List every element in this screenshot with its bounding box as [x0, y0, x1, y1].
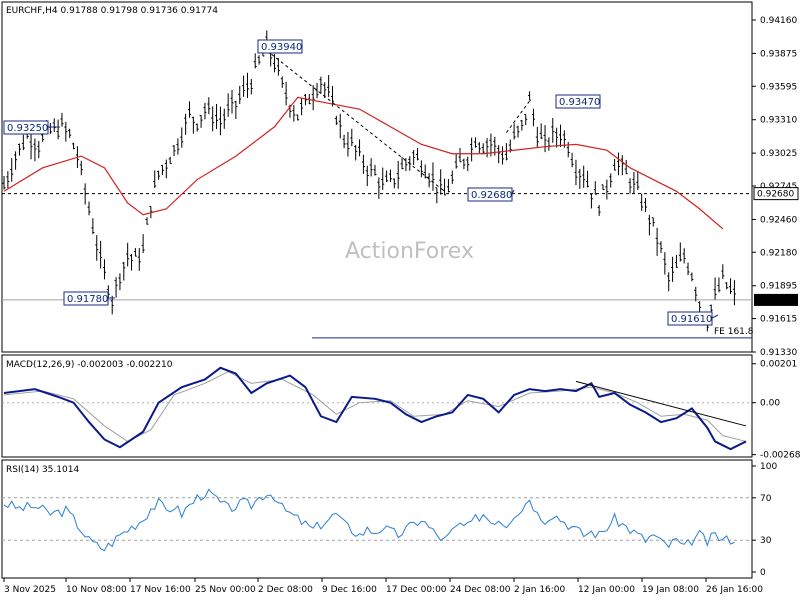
main-y-tick-label: 0.93875: [760, 49, 797, 59]
macd-trendline: [575, 380, 747, 427]
x-tick-label: 19 Jan 08:00: [642, 585, 699, 595]
rsi-panel: [1, 459, 753, 579]
price-annotation-leader: [511, 189, 515, 195]
price-trendline: [505, 100, 530, 133]
x-tick-label: 25 Nov 00:00: [195, 585, 256, 595]
x-tick-label: 12 Jan 00:00: [578, 585, 635, 595]
main-y-tick-label: 0.92180: [760, 248, 797, 258]
current-price-tag-text: 0.91774: [757, 296, 794, 306]
level-tag-text: 0.92680: [757, 190, 794, 200]
x-tick-label: 24 Dec 08:00: [450, 585, 511, 595]
rsi-y-tick-label: 30: [760, 536, 772, 546]
main-y-tick-label: 0.91615: [760, 315, 797, 325]
price-annotation-label: 0.92680: [471, 190, 512, 201]
price-annotation-label: 0.91780: [67, 294, 108, 305]
macd-title: MACD(12,26,9) -0.002003 -0.002210: [6, 360, 173, 370]
main-y-tick-label: 0.93025: [760, 149, 797, 159]
macd-line: [3, 366, 747, 451]
macd-y-tick-label: 0.00: [760, 399, 780, 409]
main-panel: [1, 1, 753, 353]
main-y-tick-label: 0.92460: [760, 215, 797, 225]
moving-average-line: [3, 96, 724, 230]
x-tick-label: 17 Dec 00:00: [386, 585, 447, 595]
level-tag: [753, 187, 799, 201]
macd-panel: [1, 354, 753, 458]
x-tick-label: 26 Jan 16:00: [706, 585, 763, 595]
x-tick-label: 17 Nov 16:00: [130, 585, 191, 595]
price-annotation-label: 0.93470: [559, 97, 600, 108]
fe-label: FE 161.8: [714, 327, 754, 337]
rsi-line: [3, 488, 735, 552]
watermark: ActionForex: [345, 239, 474, 264]
x-tick-label: 2 Dec 08:00: [258, 585, 313, 595]
x-tick-label: 9 Dec 16:00: [322, 585, 377, 595]
main-y-tick-label: 0.93595: [760, 82, 797, 92]
main-y-tick-label: 0.91330: [760, 348, 797, 358]
main-y-tick-label: 0.93310: [760, 116, 797, 126]
current-price-tag: [754, 293, 798, 306]
rsi-y-tick-label: 0: [760, 568, 766, 578]
x-tick-label: 2 Jan 16:00: [514, 585, 566, 595]
price-annotation-box: [667, 311, 713, 326]
price-trendline: [266, 50, 445, 192]
main-y-tick-label: 0.94160: [760, 16, 797, 26]
macd-signal-line: [3, 371, 747, 443]
price-annotation-box: [467, 187, 513, 202]
price-annotation-label: 0.91610: [671, 314, 712, 325]
rsi-y-tick-label: 100: [760, 462, 777, 472]
price-annotation-leader: [711, 314, 719, 319]
price-annotation-label: 0.93250: [7, 123, 48, 134]
x-tick-label: 10 Nov 08:00: [66, 585, 127, 595]
price-annotation-label: 0.93940: [261, 42, 302, 53]
main-header: EURCHF,H4 0.91788 0.91798 0.91736 0.9177…: [6, 6, 218, 16]
main-y-tick-label: 0.92745: [760, 182, 797, 192]
main-y-tick-label: 0.91895: [760, 282, 797, 292]
macd-y-tick-label: 0.00201: [760, 360, 797, 370]
x-tick-label: 3 Nov 2025: [4, 585, 56, 595]
rsi-title: RSI(14) 35.1014: [6, 465, 79, 475]
rsi-y-tick-label: 70: [760, 494, 772, 504]
